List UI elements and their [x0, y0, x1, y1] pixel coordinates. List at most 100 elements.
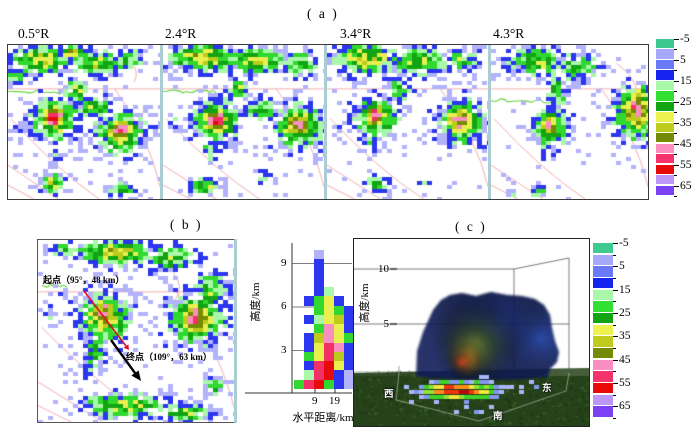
- cross-section-cell: [334, 351, 344, 361]
- cross-section-cell: [314, 370, 324, 380]
- colorbar-segment: [656, 80, 674, 91]
- cross-section-cell: [314, 379, 324, 389]
- elevation-label-2.4: 2.4°R: [165, 26, 197, 41]
- colorbar-tick: [674, 70, 677, 72]
- colorbar-tick: [613, 254, 616, 256]
- direction-label-south: 南: [493, 411, 503, 422]
- colorbar-label: 55: [619, 377, 631, 389]
- cross-section-cell: [314, 351, 324, 361]
- cross-section-cell: [304, 296, 314, 306]
- panel-b-zoom-ppi: 起点（95°，48 km） 终点（109°，63 km）: [37, 239, 235, 423]
- colorbar-label: 55: [680, 158, 692, 171]
- cross-section-cell: [314, 333, 324, 343]
- cross-section-cell: [334, 333, 344, 343]
- colorbar-tick: [674, 91, 677, 93]
- cross-section-cell: [324, 314, 334, 324]
- cross-section-cell: [294, 379, 304, 389]
- colorbar-segment: [656, 39, 674, 49]
- panel-separator: [488, 45, 491, 199]
- colorbar-segment: [593, 348, 613, 359]
- storm-3d-image: [354, 239, 589, 426]
- cross-section-cell: [314, 342, 324, 352]
- cross-section-cell: [304, 342, 314, 352]
- direction-label-east: 东: [542, 383, 552, 394]
- y-tick-3: 3: [281, 344, 287, 356]
- cross-section-cell: [334, 370, 344, 380]
- colorbar-label: 65: [619, 400, 631, 413]
- colorbar-tick: [613, 266, 618, 268]
- cross-section-xlabel: 水平距离/km: [292, 412, 354, 424]
- ppi-image-4.3deg: [491, 45, 648, 199]
- panel-b-caption: ( b ): [170, 217, 203, 232]
- colorbar-tick: [674, 133, 677, 135]
- colorbar-tick: [613, 301, 616, 303]
- cross-section-cell: [324, 324, 334, 334]
- colorbar-tick: [674, 164, 679, 166]
- panel-b-radar-image: [38, 240, 234, 422]
- end-point-annotation: 终点（109°，63 km）: [126, 352, 212, 362]
- cross-section-cell: [314, 296, 324, 306]
- elevation-label-0.5: 0.5°R: [18, 26, 50, 41]
- colorbar-segment: [656, 122, 674, 132]
- cross-section-cell: [324, 342, 334, 352]
- cross-section-cell: [344, 324, 354, 334]
- colorbar-tick: [613, 418, 616, 419]
- cross-section-cell: [314, 287, 324, 297]
- direction-label-west: 西: [384, 389, 394, 400]
- colorbar-tick: [613, 348, 616, 349]
- colorbar-label: 45: [619, 353, 631, 366]
- cross-section-cell: [344, 351, 354, 361]
- colorbar-tick: [613, 371, 616, 373]
- colorbar-segment: [656, 91, 674, 101]
- elevation-label-4.3: 4.3°R: [493, 26, 525, 41]
- colorbar-segment: [656, 175, 674, 185]
- colorbar-segment: [593, 406, 613, 417]
- colorbar-segment: [656, 112, 674, 122]
- colorbar-label: 15: [619, 283, 631, 296]
- colorbar-tick: [674, 59, 679, 61]
- cross-section-cell: [334, 296, 344, 306]
- cross-section-cell: [324, 287, 334, 297]
- colorbar-label: 35: [619, 330, 631, 343]
- cross-section-cell: [314, 305, 324, 315]
- colorbar-tick: [674, 154, 677, 156]
- cross-section-cell: [334, 314, 344, 324]
- cross-section-cell: [314, 250, 324, 260]
- cross-section-cell: [314, 268, 324, 278]
- colorbar-segment: [593, 383, 613, 394]
- panel-separator: [160, 45, 163, 199]
- cross-section-cell: [304, 351, 314, 361]
- colorbar-tick: [613, 383, 618, 384]
- cross-section-cell: [324, 361, 334, 371]
- cross-section-cell: [314, 324, 324, 334]
- height-tick-10: 10: [378, 263, 389, 275]
- height-tick-5: 5: [383, 318, 390, 330]
- colorbar-segment: [593, 324, 613, 336]
- colorbar-label: 65: [680, 179, 692, 192]
- colorbar-top: -5 5 15 25 35 45 55 65: [656, 33, 692, 197]
- colorbar-label: 25: [680, 95, 692, 108]
- colorbar-segment: [656, 133, 674, 143]
- colorbar-segment: [593, 371, 613, 382]
- colorbar-tick: [613, 336, 618, 338]
- colorbar-bottom: -5 5 15 25 35 45 55 65: [593, 237, 631, 419]
- cross-section-cell: [344, 370, 354, 380]
- colorbar-label: 15: [680, 74, 692, 87]
- cross-section-cell: [344, 333, 354, 343]
- colorbar-tick: [613, 324, 616, 326]
- cross-section-cell: [314, 314, 324, 324]
- colorbar-label: 25: [619, 307, 631, 319]
- colorbar-tick: [674, 80, 679, 82]
- panel-b-annotation-arrows: [83, 290, 141, 381]
- cross-section-cell: [344, 342, 354, 352]
- cross-section-cell: [324, 305, 334, 315]
- cross-section-cell: [344, 379, 354, 389]
- colorbar-tick: [674, 112, 677, 114]
- panel-separator: [324, 45, 327, 199]
- cross-section-cell: [334, 324, 344, 334]
- cross-section-cell: [324, 379, 334, 389]
- y-tick-9: 9: [281, 257, 287, 269]
- y-tick-6: 6: [281, 300, 287, 312]
- colorbar-segment: [656, 59, 674, 70]
- cross-section-cell: [334, 305, 344, 315]
